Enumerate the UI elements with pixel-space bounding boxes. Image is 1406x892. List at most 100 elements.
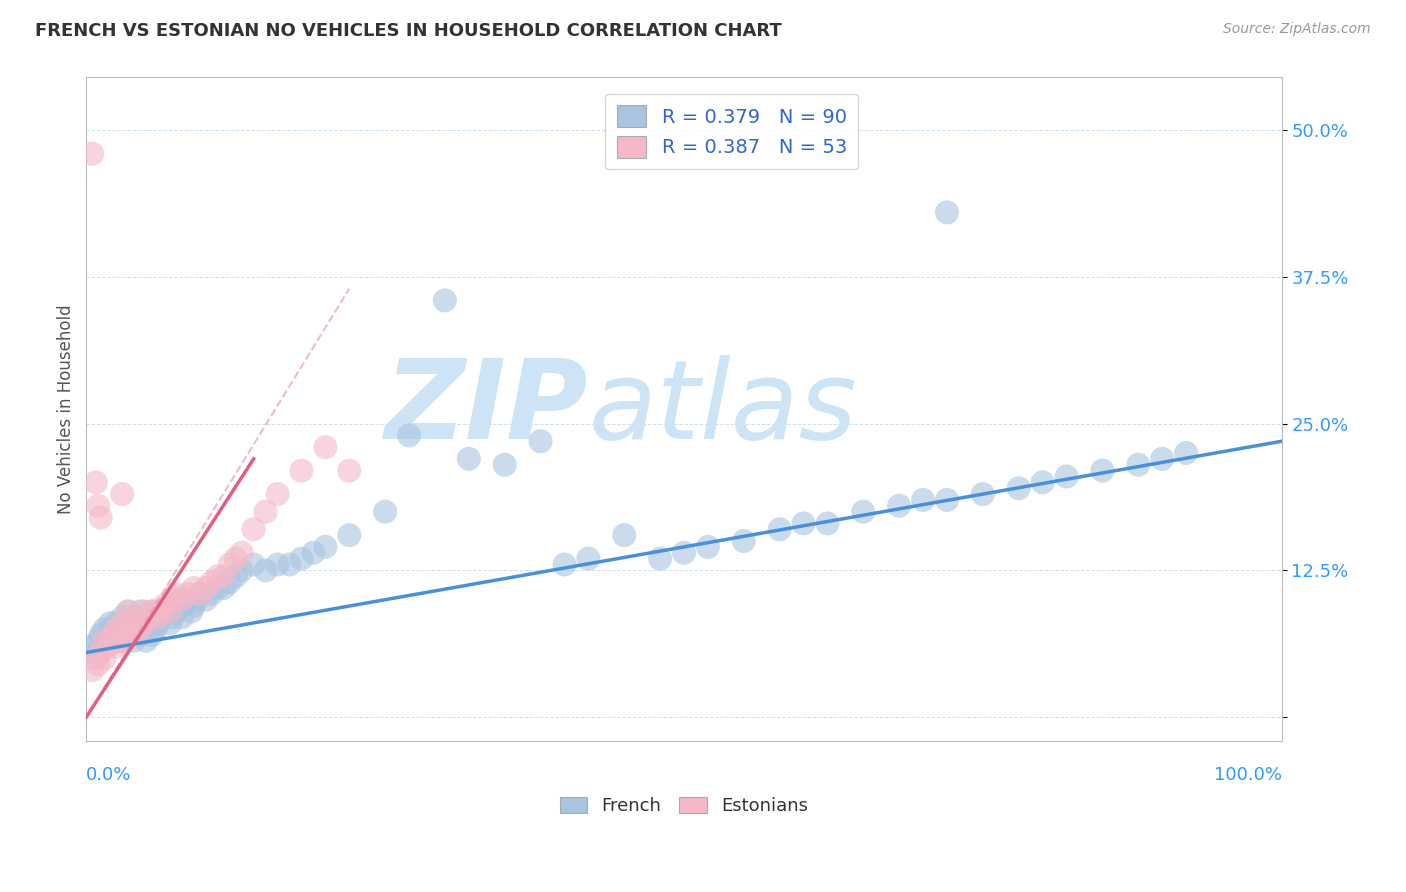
Text: Source: ZipAtlas.com: Source: ZipAtlas.com (1223, 22, 1371, 37)
Point (912, 492, 935, 507)
Point (165, 604, 187, 618)
Point (82, 640, 104, 654)
Point (207, 569, 229, 583)
Point (129, 628, 152, 642)
Point (889, 499, 911, 513)
Point (242, 522, 264, 536)
Point (553, 558, 575, 572)
Point (98, 633, 121, 648)
Point (135, 610, 157, 624)
Point (132, 604, 155, 618)
Point (398, 428, 420, 442)
Point (207, 581, 229, 595)
Point (1175, 446, 1198, 460)
Point (87, 657, 110, 672)
Point (302, 546, 325, 560)
Point (170, 592, 193, 607)
Point (97, 640, 120, 654)
Point (170, 610, 193, 624)
Point (972, 487, 994, 501)
Point (146, 610, 169, 624)
Point (433, 293, 456, 308)
Point (165, 587, 187, 601)
Text: FRENCH VS ESTONIAN NO VEHICLES IN HOUSEHOLD CORRELATION CHART: FRENCH VS ESTONIAN NO VEHICLES IN HOUSEH… (35, 22, 782, 40)
Point (374, 505, 396, 519)
Point (266, 487, 288, 501)
Point (183, 599, 205, 613)
Point (1056, 469, 1078, 483)
Point (254, 563, 277, 577)
Point (149, 610, 172, 624)
Point (87, 633, 110, 648)
Point (90, 628, 112, 642)
Point (105, 622, 128, 636)
Point (108, 628, 131, 642)
Point (180, 604, 202, 618)
Point (125, 610, 148, 624)
Point (149, 604, 172, 618)
Point (138, 616, 160, 631)
Point (93, 651, 115, 665)
Point (117, 604, 139, 618)
Point (576, 551, 599, 566)
Point (159, 604, 181, 618)
Point (97, 633, 120, 648)
Text: atlas: atlas (588, 356, 858, 462)
Text: ZIP: ZIP (385, 356, 588, 462)
Point (696, 540, 718, 554)
Point (111, 487, 134, 501)
Point (135, 633, 157, 648)
Point (153, 599, 176, 613)
Point (817, 516, 839, 531)
Point (117, 622, 139, 636)
Point (159, 616, 181, 631)
Text: 0.0%: 0.0% (86, 766, 132, 784)
Point (114, 633, 136, 648)
Point (529, 434, 551, 449)
Point (733, 534, 755, 549)
Point (122, 610, 145, 624)
Point (225, 551, 247, 566)
Point (218, 558, 240, 572)
Point (173, 599, 195, 613)
Point (672, 546, 695, 560)
Point (225, 569, 247, 583)
Point (793, 516, 815, 531)
Point (93, 622, 115, 636)
Y-axis label: No Vehicles in Household: No Vehicles in Household (58, 304, 75, 514)
Point (82, 663, 104, 677)
Point (278, 558, 301, 572)
Point (125, 622, 148, 636)
Point (114, 633, 136, 648)
Point (494, 458, 516, 472)
Point (101, 622, 124, 636)
Text: 100.0%: 100.0% (1213, 766, 1282, 784)
Point (936, 492, 959, 507)
Point (141, 628, 163, 642)
Point (290, 464, 312, 478)
Point (769, 522, 792, 536)
Point (105, 616, 128, 631)
Point (162, 592, 184, 607)
Point (117, 628, 139, 642)
Point (194, 581, 217, 595)
Point (111, 610, 134, 624)
Point (129, 604, 152, 618)
Point (186, 592, 208, 607)
Point (188, 587, 211, 601)
Point (122, 628, 145, 642)
Point (188, 587, 211, 601)
Point (138, 610, 160, 624)
Point (1128, 458, 1150, 472)
Point (122, 633, 145, 648)
Point (101, 628, 124, 642)
Point (212, 569, 235, 583)
Point (314, 440, 336, 454)
Point (936, 205, 959, 219)
Point (146, 616, 169, 631)
Legend: French, Estonians: French, Estonians (553, 789, 815, 822)
Point (90, 510, 112, 524)
Point (141, 604, 163, 618)
Point (212, 581, 235, 595)
Point (115, 622, 138, 636)
